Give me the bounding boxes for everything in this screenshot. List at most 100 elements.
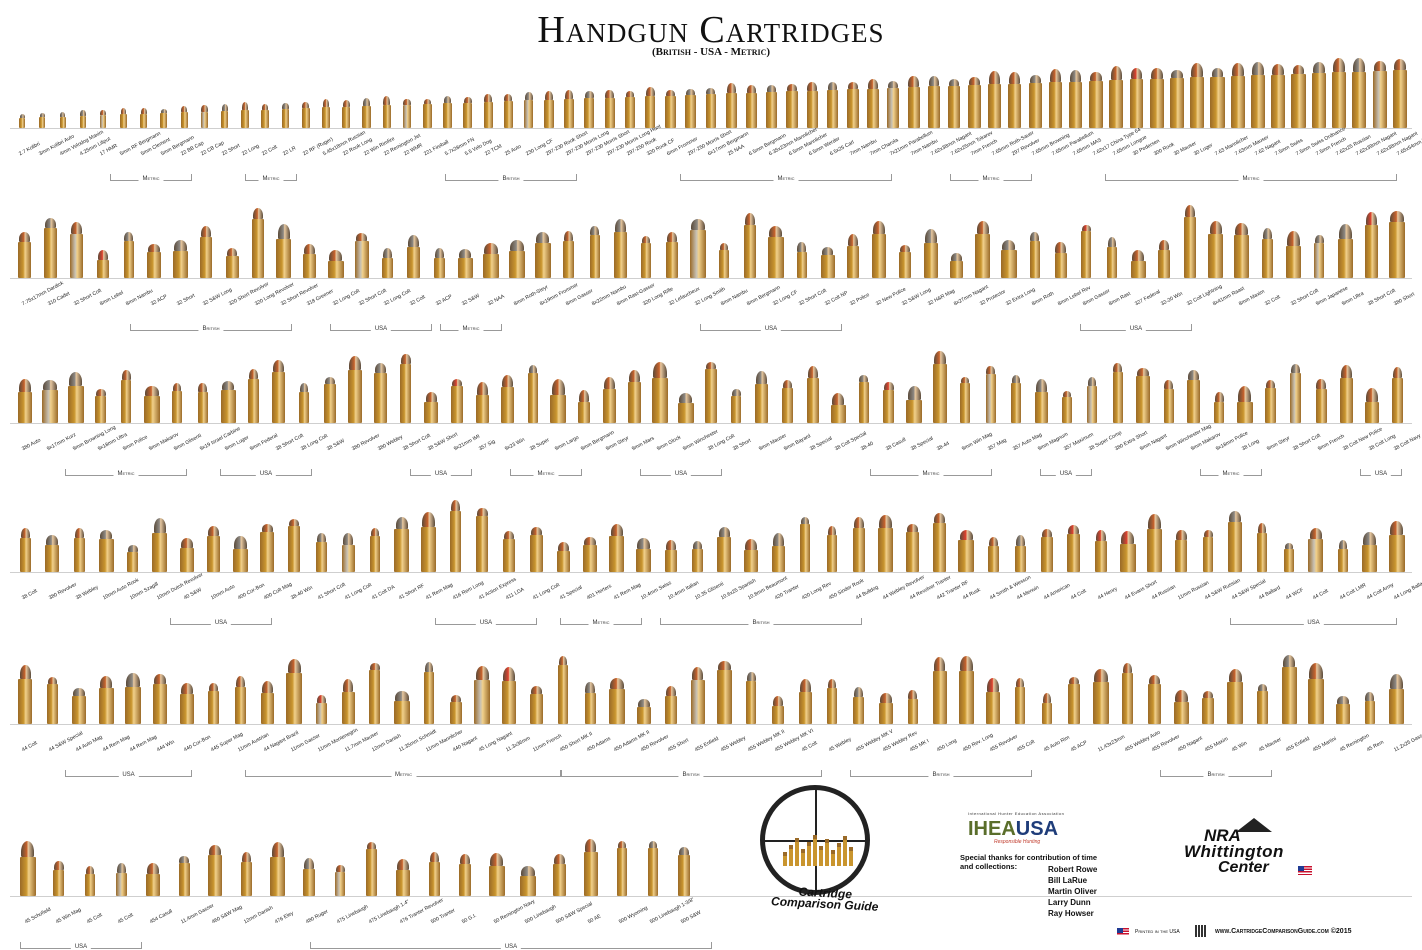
cartridge-case xyxy=(281,109,290,128)
cartridge-image xyxy=(323,377,336,423)
cartridge-bullet xyxy=(873,221,886,234)
cartridge-image xyxy=(628,370,642,423)
cartridge-label: 45 Win xyxy=(1231,740,1249,754)
cartridge-case xyxy=(1092,682,1109,724)
cartridge-case xyxy=(251,219,264,278)
cartridge-bullet xyxy=(1365,212,1377,225)
cartridge-bullet xyxy=(80,110,86,116)
cartridge-bullet xyxy=(1393,59,1406,70)
cartridge-case xyxy=(665,96,676,128)
cartridge-bullet xyxy=(768,226,783,237)
cartridge-image xyxy=(98,676,114,724)
cartridge-bullet xyxy=(797,242,806,252)
cartridge-bullet xyxy=(208,526,220,536)
cartridge-bullet xyxy=(772,533,784,546)
scope-cartridge-icon xyxy=(783,852,787,866)
cartridge-image xyxy=(883,382,895,423)
cartridge-image xyxy=(1388,521,1405,572)
cartridge-case xyxy=(270,857,286,896)
cartridge-image xyxy=(1069,70,1083,128)
cartridge-image xyxy=(528,365,539,423)
cartridge-case xyxy=(1271,75,1286,128)
cartridge-case xyxy=(907,699,918,724)
cartridge-image xyxy=(725,83,737,128)
cartridge-case xyxy=(725,93,737,128)
cartridge-case xyxy=(853,697,865,724)
cartridge-image xyxy=(1362,532,1378,572)
cartridge-bullet xyxy=(603,377,615,389)
cartridge-case xyxy=(1041,537,1054,572)
cartridge-case xyxy=(602,389,616,423)
cartridge-case xyxy=(502,681,517,724)
cartridge-case xyxy=(1067,684,1080,724)
cartridge-bullet xyxy=(221,381,235,390)
cartridge-case xyxy=(746,681,757,724)
cartridge-case xyxy=(341,545,355,572)
cartridge-case xyxy=(179,694,194,724)
cartridge-case xyxy=(1122,673,1134,724)
cartridge-bullet xyxy=(1338,540,1347,549)
group-label: Metric xyxy=(391,772,416,778)
cartridge-image xyxy=(652,362,669,423)
cartridge-bullet xyxy=(71,222,83,234)
cartridge-image xyxy=(341,679,355,724)
group-bracket: Metric xyxy=(510,469,582,477)
contributor-name: Ray Howser xyxy=(1048,909,1094,918)
cartridge-label: 400 Colt Mag xyxy=(263,581,294,602)
cartridge-label: 2.7 Kolibri xyxy=(18,141,42,158)
group-label: British xyxy=(928,772,954,778)
cartridge-bullet xyxy=(610,678,624,689)
cartridge-case xyxy=(1227,682,1244,724)
cartridge-case xyxy=(798,692,812,724)
cartridge-case xyxy=(1081,231,1092,278)
cartridge-bullet xyxy=(304,244,316,254)
cartridge-bullet xyxy=(987,678,1000,692)
cartridge-image xyxy=(826,82,839,128)
cartridge-case xyxy=(1352,72,1367,128)
cartridge-label: 38-44 xyxy=(935,440,951,453)
cartridge-bullet xyxy=(1090,72,1102,81)
cartridge-bullet xyxy=(1290,364,1301,373)
cartridge-bullet xyxy=(787,84,797,91)
cartridge-bullet xyxy=(989,71,1000,84)
cartridge-label: 440 Cor-Bon xyxy=(182,734,212,754)
cartridge-case xyxy=(906,400,923,423)
cartridge-case xyxy=(556,551,570,572)
cartridge-label: 420 Long Rev xyxy=(801,580,833,602)
cartridge-bullet xyxy=(1070,70,1082,82)
poster-subtitle: (British - USA - Metric) xyxy=(651,46,771,58)
cartridge-bullet xyxy=(161,109,167,113)
cartridge-label: 11.43x23mm xyxy=(1096,734,1126,754)
cartridge-label: 32 Colt xyxy=(1263,294,1281,308)
cartridge-case xyxy=(348,370,363,423)
cartridge-bullet xyxy=(489,853,504,866)
cartridge-bullet xyxy=(678,393,693,403)
cartridge-case xyxy=(558,665,569,724)
cartridge-image xyxy=(1331,58,1347,128)
cartridge-image xyxy=(1011,375,1022,423)
cartridge-bullet xyxy=(747,672,756,681)
cartridge-case xyxy=(402,105,412,128)
cartridge-case xyxy=(1011,383,1022,423)
cartridge-case xyxy=(826,535,837,572)
cartridge-case xyxy=(160,113,168,128)
cartridge-image xyxy=(147,244,162,278)
cartridge-bullet xyxy=(1353,58,1366,72)
cartridge-case xyxy=(147,252,162,278)
cartridge-image xyxy=(907,690,918,724)
group-label: USA xyxy=(255,471,277,477)
cartridge-label: 11.4mm Gasser xyxy=(180,902,216,926)
cartridge-image xyxy=(421,512,437,572)
cartridge-label: 32 Short xyxy=(176,292,197,308)
cartridge-image xyxy=(988,71,1001,128)
cartridge-image xyxy=(241,852,253,896)
cartridge-image xyxy=(666,232,679,278)
group-bracket: Metric xyxy=(680,174,892,182)
cartridge-label: 32 ACP xyxy=(150,293,169,308)
cartridge-case xyxy=(85,874,96,896)
ihea-tagline: Responsible Hunting xyxy=(994,839,1041,845)
cartridge-case xyxy=(583,545,598,572)
cartridge-bullet xyxy=(530,527,542,535)
cartridge-case xyxy=(878,703,893,724)
cartridge-bullet xyxy=(988,537,998,546)
